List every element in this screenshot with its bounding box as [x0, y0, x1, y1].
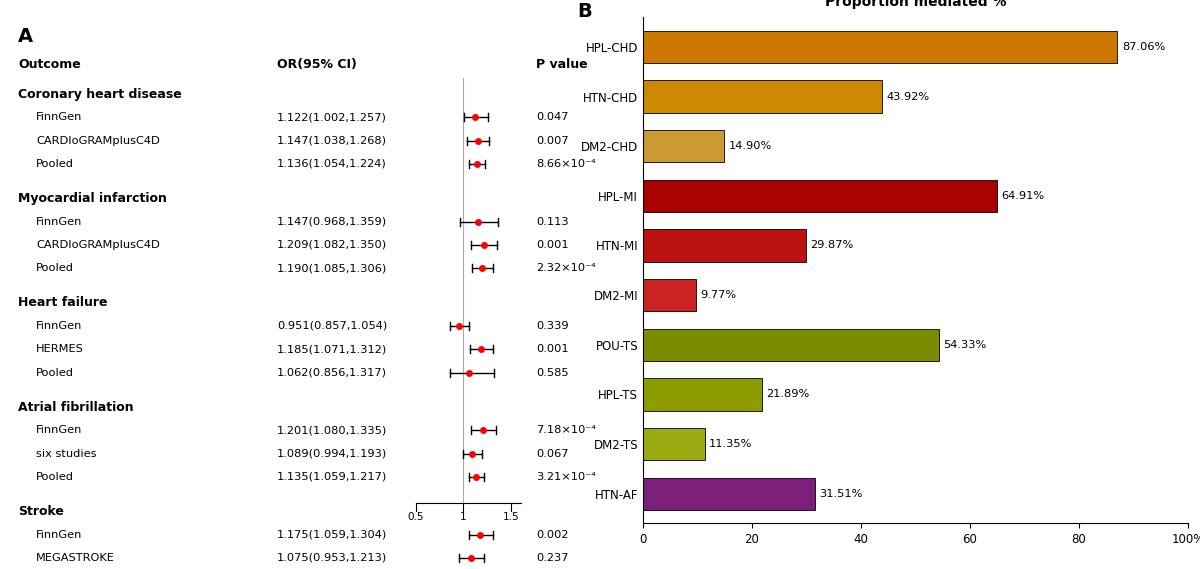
Text: 3.21×10⁻⁴: 3.21×10⁻⁴ — [536, 472, 595, 482]
Text: 87.06%: 87.06% — [1122, 42, 1165, 52]
Text: 0.002: 0.002 — [536, 530, 569, 539]
Text: FinnGen: FinnGen — [36, 425, 83, 435]
Bar — [643, 477, 815, 510]
Text: 29.87%: 29.87% — [810, 241, 853, 250]
Text: 9.77%: 9.77% — [701, 290, 737, 300]
Text: 1.075(0.953,1.213): 1.075(0.953,1.213) — [277, 553, 388, 563]
Text: Pooled: Pooled — [36, 263, 74, 273]
Text: 1.122(1.002,1.257): 1.122(1.002,1.257) — [277, 112, 386, 122]
Text: 54.33%: 54.33% — [943, 340, 986, 350]
Text: 1.136(1.054,1.224): 1.136(1.054,1.224) — [277, 159, 386, 169]
Text: 1.147(1.038,1.268): 1.147(1.038,1.268) — [277, 135, 388, 146]
Text: FinnGen: FinnGen — [36, 321, 83, 331]
Bar — [643, 180, 997, 212]
Text: 1: 1 — [460, 512, 467, 522]
Text: 0.001: 0.001 — [536, 240, 569, 250]
Text: 64.91%: 64.91% — [1001, 191, 1044, 201]
Text: P value: P value — [536, 57, 588, 71]
Text: 43.92%: 43.92% — [887, 92, 930, 101]
Text: 1.089(0.994,1.193): 1.089(0.994,1.193) — [277, 448, 388, 459]
Text: 1.190(1.085,1.306): 1.190(1.085,1.306) — [277, 263, 388, 273]
Text: 0.001: 0.001 — [536, 344, 569, 354]
Bar — [643, 378, 762, 410]
Text: 1.147(0.968,1.359): 1.147(0.968,1.359) — [277, 217, 388, 226]
Bar — [643, 31, 1117, 63]
Bar — [643, 428, 704, 460]
Text: 0.237: 0.237 — [536, 553, 569, 563]
Text: 0.067: 0.067 — [536, 448, 569, 459]
Text: MEGASTROKE: MEGASTROKE — [36, 553, 115, 563]
Text: 0.007: 0.007 — [536, 135, 569, 146]
Text: 0.585: 0.585 — [536, 368, 569, 378]
Text: CARDIoGRAMplusC4D: CARDIoGRAMplusC4D — [36, 135, 160, 146]
Text: Stroke: Stroke — [18, 505, 64, 518]
Text: 0.047: 0.047 — [536, 112, 569, 122]
Text: 0.5: 0.5 — [407, 512, 424, 522]
Text: 1.135(1.059,1.217): 1.135(1.059,1.217) — [277, 472, 388, 482]
Text: 1.5: 1.5 — [503, 512, 520, 522]
Bar — [643, 229, 806, 262]
Text: Atrial fibrillation: Atrial fibrillation — [18, 401, 133, 414]
Text: 14.90%: 14.90% — [728, 141, 772, 151]
Text: 1.185(1.071,1.312): 1.185(1.071,1.312) — [277, 344, 388, 354]
Text: six studies: six studies — [36, 448, 96, 459]
Bar — [643, 279, 696, 311]
Text: FinnGen: FinnGen — [36, 112, 83, 122]
Text: 1.209(1.082,1.350): 1.209(1.082,1.350) — [277, 240, 388, 250]
Text: 2.32×10⁻⁴: 2.32×10⁻⁴ — [536, 263, 595, 273]
Text: 11.35%: 11.35% — [709, 439, 752, 449]
Bar — [643, 130, 725, 162]
Text: Coronary heart disease: Coronary heart disease — [18, 88, 181, 101]
Text: Pooled: Pooled — [36, 368, 74, 378]
Text: 21.89%: 21.89% — [767, 389, 810, 399]
Text: 1.201(1.080,1.335): 1.201(1.080,1.335) — [277, 425, 388, 435]
Text: Myocardial infarction: Myocardial infarction — [18, 192, 167, 205]
Text: HERMES: HERMES — [36, 344, 84, 354]
Title: Proportion mediated %: Proportion mediated % — [824, 0, 1007, 9]
Text: Pooled: Pooled — [36, 159, 74, 169]
Bar — [643, 80, 882, 113]
Text: Heart failure: Heart failure — [18, 296, 108, 309]
Bar — [643, 329, 940, 361]
Text: 0.113: 0.113 — [536, 217, 569, 226]
Text: B: B — [577, 2, 593, 21]
Text: FinnGen: FinnGen — [36, 530, 83, 539]
Text: 1.062(0.856,1.317): 1.062(0.856,1.317) — [277, 368, 388, 378]
Text: 0.951(0.857,1.054): 0.951(0.857,1.054) — [277, 321, 388, 331]
Text: Outcome: Outcome — [18, 57, 80, 71]
Text: CARDIoGRAMplusC4D: CARDIoGRAMplusC4D — [36, 240, 160, 250]
Text: Pooled: Pooled — [36, 472, 74, 482]
Text: 0.339: 0.339 — [536, 321, 569, 331]
Text: OR(95% CI): OR(95% CI) — [277, 57, 356, 71]
Text: FinnGen: FinnGen — [36, 217, 83, 226]
Text: 31.51%: 31.51% — [820, 489, 863, 498]
Text: 8.66×10⁻⁴: 8.66×10⁻⁴ — [536, 159, 595, 169]
Text: A: A — [18, 27, 34, 46]
Text: 1.175(1.059,1.304): 1.175(1.059,1.304) — [277, 530, 388, 539]
Text: 7.18×10⁻⁴: 7.18×10⁻⁴ — [536, 425, 596, 435]
